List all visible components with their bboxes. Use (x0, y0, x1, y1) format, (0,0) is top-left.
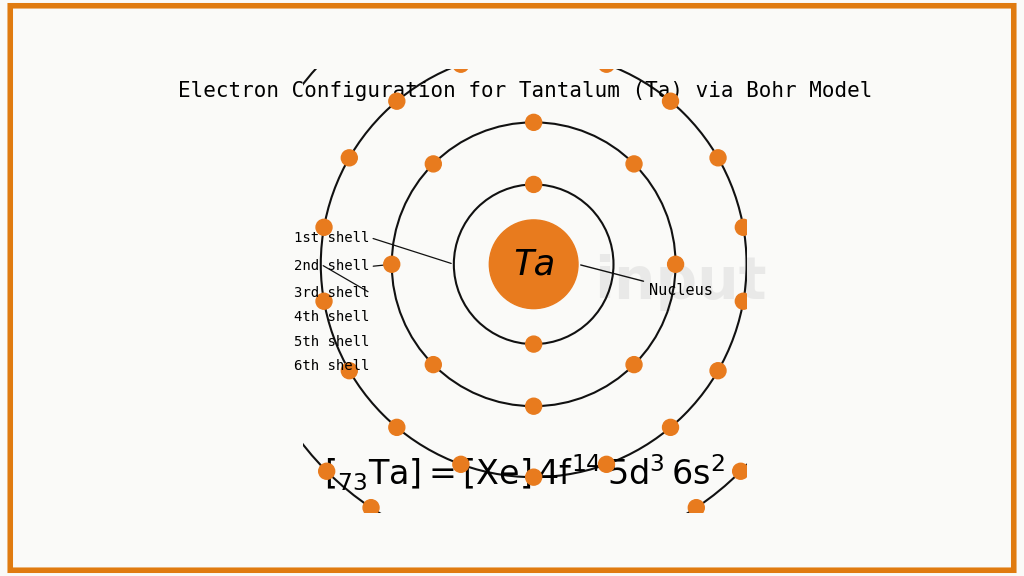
Circle shape (255, 144, 271, 160)
Circle shape (733, 50, 749, 65)
Circle shape (469, 543, 484, 559)
Circle shape (735, 219, 752, 235)
Circle shape (710, 363, 726, 378)
Circle shape (626, 156, 642, 172)
Circle shape (663, 419, 679, 435)
Circle shape (239, 199, 255, 215)
Circle shape (525, 115, 542, 130)
Circle shape (583, 543, 599, 559)
Circle shape (316, 219, 332, 235)
Circle shape (251, 494, 267, 510)
Circle shape (818, 256, 835, 272)
Circle shape (769, 94, 785, 109)
Circle shape (525, 336, 542, 352)
Circle shape (638, 0, 653, 2)
Text: 1st shell: 1st shell (294, 230, 370, 245)
Circle shape (283, 419, 298, 435)
Circle shape (453, 56, 469, 72)
Circle shape (195, 105, 211, 121)
Text: $\mathsf{[}$$\mathsf{_{73}Ta]}$$\mathsf{ = [Xe]\,4f^{14}\,5d^3\,6s^2}$: $\mathsf{[}$$\mathsf{_{73}Ta]}$$\mathsf{… (325, 453, 725, 493)
Circle shape (341, 150, 357, 166)
Text: Ta: Ta (512, 247, 555, 281)
Circle shape (735, 293, 752, 309)
Text: 6th shell: 6th shell (294, 359, 370, 373)
Text: 2nd shell: 2nd shell (294, 259, 370, 274)
Circle shape (318, 463, 335, 479)
Text: 5th shell: 5th shell (294, 335, 370, 349)
Circle shape (796, 368, 812, 384)
Circle shape (166, 308, 181, 324)
Circle shape (801, 494, 816, 510)
Circle shape (710, 150, 726, 166)
Circle shape (525, 549, 542, 565)
Circle shape (796, 144, 812, 160)
Text: Nucleus: Nucleus (581, 265, 713, 298)
Text: 4th shell: 4th shell (294, 310, 370, 324)
Circle shape (425, 357, 441, 373)
Circle shape (668, 256, 684, 272)
Circle shape (239, 313, 255, 329)
Circle shape (425, 156, 441, 172)
Text: Electron Configuration for Tantalum (Ta) via Bohr Model: Electron Configuration for Tantalum (Ta)… (177, 81, 872, 101)
Circle shape (856, 105, 872, 121)
Circle shape (255, 368, 271, 384)
Circle shape (688, 13, 705, 29)
Circle shape (638, 526, 653, 543)
Circle shape (389, 419, 404, 435)
Circle shape (525, 469, 542, 485)
Circle shape (525, 398, 542, 414)
Circle shape (525, 43, 542, 59)
Circle shape (769, 419, 785, 435)
Circle shape (688, 499, 705, 516)
Circle shape (341, 363, 357, 378)
Circle shape (453, 456, 469, 472)
Circle shape (283, 94, 298, 109)
Circle shape (318, 50, 335, 65)
Circle shape (598, 56, 614, 72)
Circle shape (414, 0, 430, 2)
Circle shape (489, 220, 578, 309)
Circle shape (414, 526, 430, 543)
Circle shape (813, 199, 828, 215)
Circle shape (389, 93, 404, 109)
Circle shape (733, 463, 749, 479)
Circle shape (233, 256, 249, 272)
Text: 3rd shell: 3rd shell (294, 286, 370, 300)
Circle shape (598, 456, 614, 472)
Circle shape (626, 357, 642, 373)
Circle shape (663, 93, 679, 109)
Text: input: input (594, 253, 766, 310)
Circle shape (364, 13, 379, 29)
Circle shape (316, 293, 332, 309)
Circle shape (525, 176, 542, 192)
Circle shape (364, 499, 379, 516)
Circle shape (384, 256, 399, 272)
Circle shape (813, 313, 828, 329)
Circle shape (886, 308, 902, 324)
